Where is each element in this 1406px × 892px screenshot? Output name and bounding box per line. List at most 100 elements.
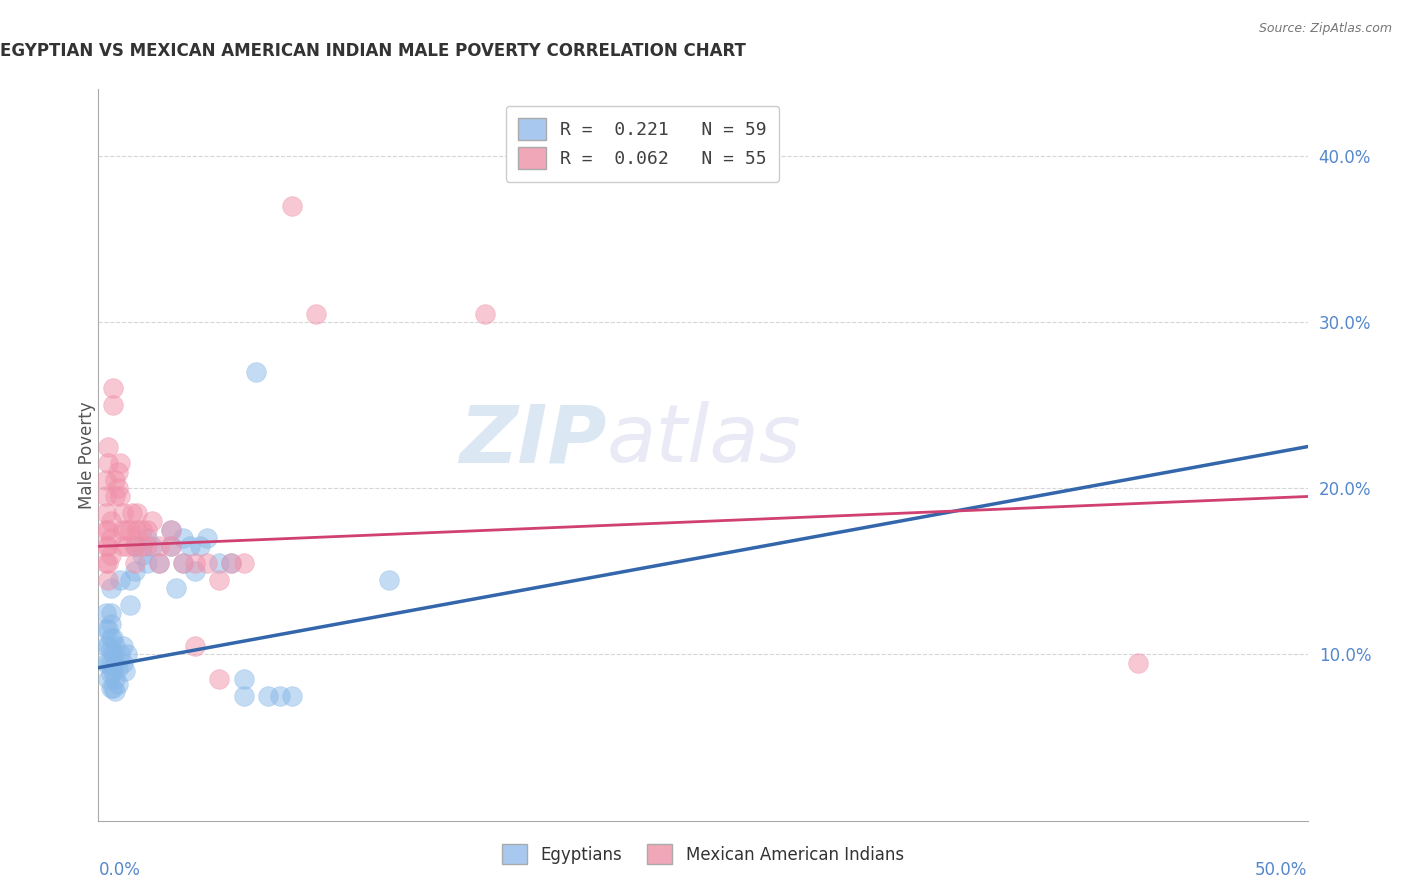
Point bbox=[108, 648, 131, 662]
Legend: Egyptians, Mexican American Indians: Egyptians, Mexican American Indians bbox=[492, 834, 914, 874]
Point bbox=[148, 539, 170, 553]
Point bbox=[131, 548, 153, 562]
Point bbox=[107, 677, 129, 691]
Point bbox=[160, 523, 183, 537]
Point bbox=[221, 556, 243, 570]
Point bbox=[100, 642, 122, 657]
Text: 0.0%: 0.0% bbox=[98, 861, 141, 879]
Point bbox=[111, 656, 134, 670]
Point bbox=[94, 506, 117, 520]
Point bbox=[101, 631, 124, 645]
Point bbox=[118, 523, 141, 537]
Point bbox=[111, 506, 134, 520]
Point bbox=[107, 661, 129, 675]
Text: atlas: atlas bbox=[606, 401, 801, 479]
Point bbox=[94, 539, 117, 553]
Point bbox=[117, 648, 139, 662]
Point bbox=[100, 617, 122, 632]
Point bbox=[232, 689, 254, 703]
Point bbox=[100, 606, 122, 620]
Point bbox=[100, 515, 122, 529]
Point bbox=[100, 656, 122, 670]
Point bbox=[184, 639, 207, 653]
Point bbox=[100, 581, 122, 595]
Point bbox=[108, 456, 131, 470]
Point bbox=[195, 531, 218, 545]
Point bbox=[104, 639, 127, 653]
Point bbox=[97, 440, 120, 454]
Point bbox=[117, 539, 139, 553]
Point bbox=[172, 531, 194, 545]
Point bbox=[108, 573, 131, 587]
Point bbox=[124, 539, 146, 553]
Point bbox=[281, 689, 304, 703]
Point bbox=[100, 667, 122, 681]
Point bbox=[111, 639, 134, 653]
Point bbox=[94, 623, 117, 637]
Point bbox=[232, 673, 254, 687]
Point bbox=[131, 539, 153, 553]
Point bbox=[135, 556, 157, 570]
Point bbox=[377, 573, 399, 587]
Point bbox=[135, 531, 157, 545]
Text: EGYPTIAN VS MEXICAN AMERICAN INDIAN MALE POVERTY CORRELATION CHART: EGYPTIAN VS MEXICAN AMERICAN INDIAN MALE… bbox=[0, 42, 745, 60]
Point bbox=[165, 581, 187, 595]
Point bbox=[305, 307, 328, 321]
Point bbox=[104, 684, 127, 698]
Point bbox=[269, 689, 291, 703]
Text: 50.0%: 50.0% bbox=[1256, 861, 1308, 879]
Point bbox=[135, 523, 157, 537]
Point bbox=[104, 490, 127, 504]
Point bbox=[208, 556, 231, 570]
Y-axis label: Male Poverty: Male Poverty bbox=[79, 401, 96, 508]
Point bbox=[100, 631, 122, 645]
Point bbox=[160, 539, 183, 553]
Point bbox=[184, 564, 207, 578]
Point bbox=[232, 556, 254, 570]
Point bbox=[221, 556, 243, 570]
Point bbox=[107, 465, 129, 479]
Point bbox=[97, 673, 120, 687]
Point bbox=[111, 523, 134, 537]
Point bbox=[111, 539, 134, 553]
Point bbox=[108, 490, 131, 504]
Text: ZIP: ZIP bbox=[458, 401, 606, 479]
Point bbox=[179, 539, 201, 553]
Point bbox=[188, 539, 211, 553]
Point bbox=[94, 606, 117, 620]
Point bbox=[1128, 656, 1150, 670]
Point bbox=[94, 523, 117, 537]
Point bbox=[208, 573, 231, 587]
Point bbox=[100, 548, 122, 562]
Point bbox=[117, 523, 139, 537]
Point bbox=[97, 573, 120, 587]
Point bbox=[101, 381, 124, 395]
Point bbox=[131, 523, 153, 537]
Point bbox=[101, 648, 124, 662]
Point bbox=[124, 564, 146, 578]
Point bbox=[97, 623, 120, 637]
Text: Source: ZipAtlas.com: Source: ZipAtlas.com bbox=[1258, 22, 1392, 36]
Point bbox=[104, 656, 127, 670]
Point bbox=[97, 523, 120, 537]
Point bbox=[208, 673, 231, 687]
Point bbox=[148, 556, 170, 570]
Point bbox=[104, 473, 127, 487]
Point bbox=[94, 656, 117, 670]
Point bbox=[94, 473, 117, 487]
Point bbox=[100, 531, 122, 545]
Point bbox=[118, 598, 141, 612]
Point bbox=[124, 556, 146, 570]
Point bbox=[281, 198, 304, 212]
Point bbox=[97, 556, 120, 570]
Point bbox=[160, 539, 183, 553]
Point bbox=[135, 539, 157, 553]
Point bbox=[474, 307, 496, 321]
Point bbox=[256, 689, 278, 703]
Point bbox=[97, 456, 120, 470]
Point bbox=[97, 639, 120, 653]
Point bbox=[94, 490, 117, 504]
Point bbox=[118, 573, 141, 587]
Point bbox=[127, 523, 149, 537]
Point bbox=[172, 556, 194, 570]
